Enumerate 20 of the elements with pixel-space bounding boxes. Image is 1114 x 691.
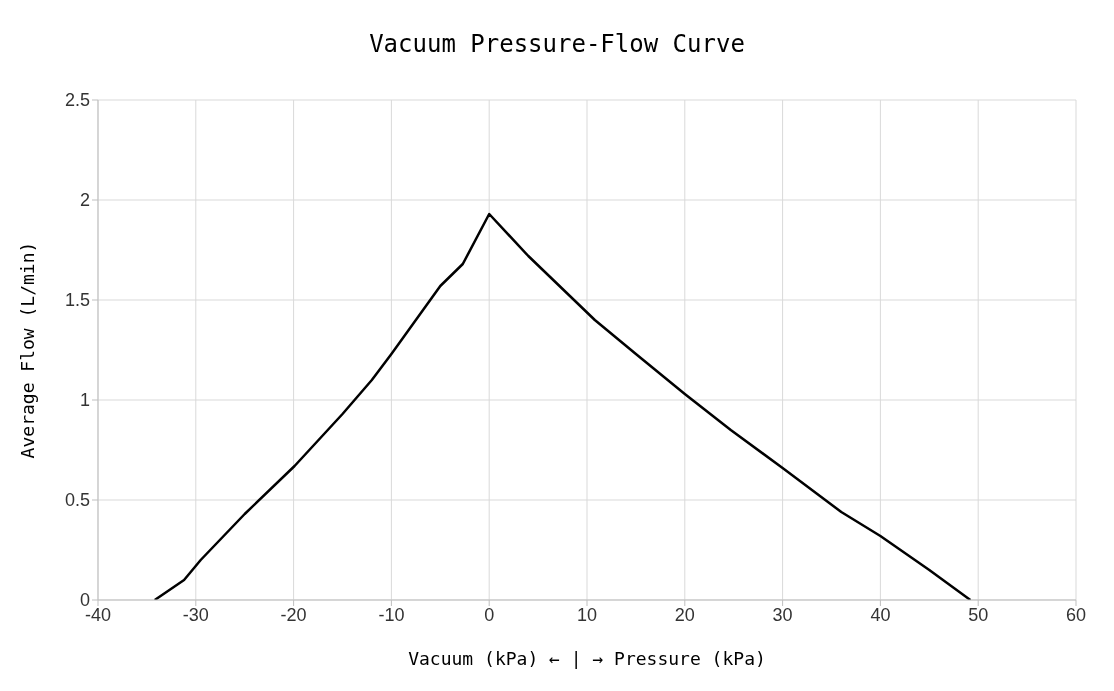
y-tick-label: 1.5 xyxy=(64,290,90,311)
x-tick-label: 20 xyxy=(674,604,695,625)
y-axis-title: Average Flow (L/min) xyxy=(17,241,39,459)
line-series xyxy=(153,212,972,600)
x-tick-label: 60 xyxy=(1065,604,1087,625)
y-tick-label: 2.5 xyxy=(64,90,90,111)
x-tick-label: -10 xyxy=(378,604,405,625)
x-tick-label: -20 xyxy=(280,604,307,625)
x-tick-label: 0 xyxy=(484,604,495,625)
y-tick-label: 0.5 xyxy=(64,490,90,511)
x-axis-title: Vacuum (kPa) ← | → Pressure (kPa) xyxy=(408,648,766,669)
chart-title: Vacuum Pressure-Flow Curve xyxy=(368,29,746,60)
y-tick-label: 2 xyxy=(79,190,90,211)
y-tick-label: 1 xyxy=(79,390,90,411)
x-tick-label: 10 xyxy=(576,604,598,625)
x-tick-label: 50 xyxy=(968,604,989,625)
x-tick-label: -30 xyxy=(182,604,209,625)
y-tick-label: 0 xyxy=(79,590,90,611)
x-tick-label: 40 xyxy=(870,604,891,625)
x-tick-label: 30 xyxy=(772,604,793,625)
